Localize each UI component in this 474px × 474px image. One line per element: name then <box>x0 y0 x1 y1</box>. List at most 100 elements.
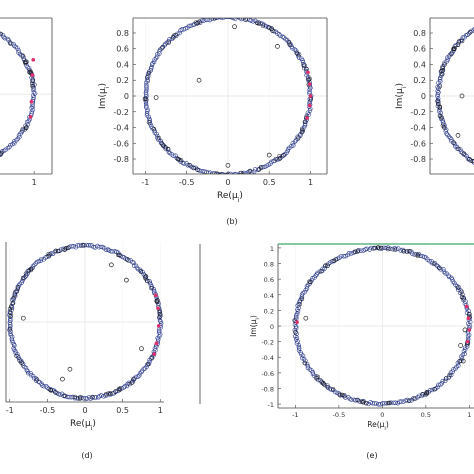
ring-point-dark <box>56 248 61 254</box>
ring-point <box>443 129 448 134</box>
ring-point-dark <box>176 157 181 162</box>
ring-point <box>236 18 240 20</box>
ring-point <box>420 254 425 259</box>
ring-point <box>76 243 82 248</box>
y-tick-label: -0.6 <box>261 370 274 378</box>
ring-point-dark <box>8 313 14 319</box>
ring-point <box>343 395 348 400</box>
ring-point <box>243 171 249 174</box>
ring-point-dark <box>63 246 68 251</box>
ring-point-dark <box>145 361 151 367</box>
ring-point <box>222 172 227 174</box>
ring-point <box>48 251 54 256</box>
ring-point <box>258 21 263 26</box>
ring-point-dark <box>7 326 13 332</box>
ring-point <box>144 84 149 90</box>
ring-point <box>293 313 299 318</box>
ring-point <box>36 379 41 384</box>
ring-point <box>229 18 234 20</box>
ring-point-dark <box>28 267 34 273</box>
x-tick-label: -1 <box>141 178 149 187</box>
ring-point-dark <box>456 146 461 151</box>
ring-point <box>441 267 446 272</box>
highlight-point <box>305 116 309 120</box>
ring-point <box>131 263 137 268</box>
ring-point-dark <box>386 247 391 252</box>
ring-point <box>89 243 95 248</box>
ring-point <box>353 398 358 403</box>
ring-point <box>167 37 172 42</box>
ring-point-dark <box>160 45 165 50</box>
ring-point <box>148 66 154 71</box>
ring-point <box>39 381 44 386</box>
ring-point <box>8 142 13 148</box>
interior-point <box>60 376 65 382</box>
x-tick-label: -1 <box>292 411 298 419</box>
ring-point <box>144 88 149 94</box>
x-tick-label: -0.5 <box>40 406 56 415</box>
ring-point <box>154 131 159 137</box>
ring-point-dark <box>404 249 409 254</box>
interior-point <box>196 77 202 83</box>
ring-point-dark <box>455 285 460 291</box>
ring-point <box>20 128 25 133</box>
ring-point-dark <box>12 292 17 297</box>
ring-point-dark <box>375 245 381 250</box>
ring-point-dark <box>0 152 3 157</box>
ring-point-dark <box>273 156 278 162</box>
ring-point <box>11 139 17 144</box>
ring-point-dark <box>219 171 224 174</box>
y-axis-label: Im(μi) <box>249 315 261 337</box>
ring-point-dark <box>53 390 58 395</box>
ring-point <box>297 346 302 351</box>
ring-point <box>442 60 447 65</box>
ring-point <box>458 288 464 293</box>
ring-point <box>464 153 469 159</box>
ring-point <box>292 139 298 144</box>
ring-point <box>173 153 178 158</box>
ring-point <box>203 18 209 22</box>
ring-point <box>158 321 164 326</box>
ring-point-dark <box>157 309 163 314</box>
ring-point-dark <box>386 400 392 406</box>
ring-point <box>438 382 443 387</box>
x-tick-label: 1 <box>158 406 163 415</box>
ring-point <box>143 276 149 282</box>
ring-point-dark <box>461 151 467 156</box>
ring-point <box>349 397 354 402</box>
ring-point <box>214 171 219 174</box>
interior-point <box>108 262 114 268</box>
ring-point <box>12 343 17 348</box>
ring-point <box>302 121 308 127</box>
ring-point-dark <box>30 84 35 89</box>
caption-e: (e) <box>366 451 377 460</box>
ring-point-dark <box>302 361 308 366</box>
ring-point-dark <box>363 400 369 406</box>
ring-point-dark <box>323 263 328 268</box>
y-tick-label: 0.2 <box>264 307 274 315</box>
ring-point <box>215 18 220 20</box>
ring-point <box>429 259 434 264</box>
y-tick-label: -0.8 <box>261 385 274 393</box>
ring-point <box>392 245 397 251</box>
ring-point <box>41 384 47 389</box>
ring-point-dark <box>113 389 118 394</box>
ring-point <box>86 243 91 248</box>
ring-point-dark <box>117 387 123 392</box>
ring-point <box>307 89 312 95</box>
ring-point <box>463 347 468 352</box>
ring-point <box>452 280 457 286</box>
y-tick-label: -0.8 <box>113 155 129 164</box>
ring-point <box>5 36 10 42</box>
ring-point <box>444 271 450 276</box>
ring-point-dark <box>401 249 406 254</box>
ring-point-dark <box>159 141 164 146</box>
ring-point-dark <box>447 372 452 377</box>
ring-point <box>436 265 442 270</box>
ring-point-dark <box>145 75 150 80</box>
ring-point-dark <box>163 145 168 150</box>
ring-point <box>465 330 471 336</box>
ring-point-dark <box>23 60 28 66</box>
ring-point <box>303 358 308 363</box>
ring-point-dark <box>451 140 456 145</box>
